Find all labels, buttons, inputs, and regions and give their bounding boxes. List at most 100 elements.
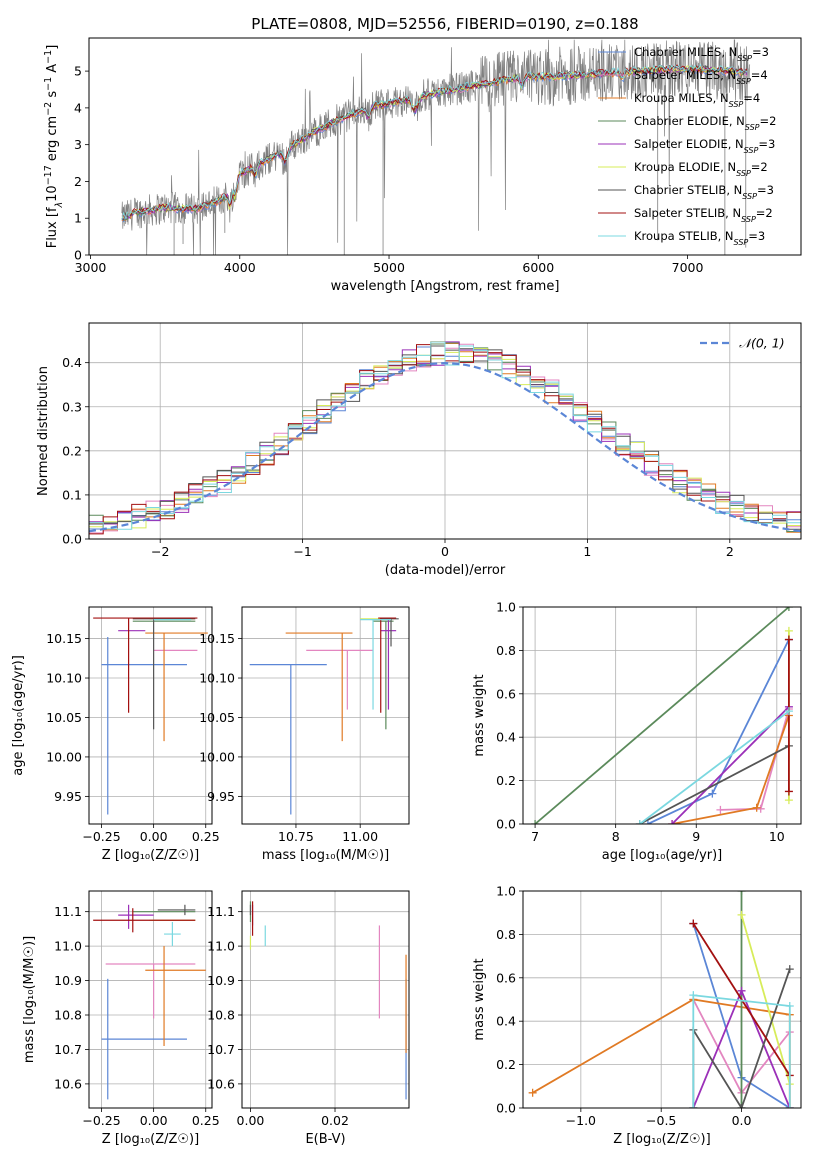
y-tick-label: 11.0 — [54, 939, 82, 954]
y-tick-label: 0.1 — [62, 487, 82, 502]
x-tick-label: 11.00 — [342, 829, 378, 844]
legend-name: Kroupa ELODIE, N — [634, 160, 736, 174]
legend-n: =2 — [760, 114, 777, 128]
y-axis-label: mass weight — [472, 958, 487, 1040]
legend-label: 𝒩(0, 1) — [739, 336, 785, 351]
histogram-kroupa-stelib — [89, 341, 801, 530]
y-tick-label: 11.1 — [54, 904, 82, 919]
y-tick-label: 0.2 — [62, 443, 82, 458]
legend-label: Salpeter ELODIE, NSSP=3 — [634, 137, 775, 155]
x-tick-label: 9 — [692, 829, 700, 844]
y-tick-label: 0.8 — [496, 927, 516, 942]
errorbar-kroupa-miles — [145, 946, 206, 1046]
x-tick-label: 0.25 — [192, 829, 220, 844]
legend-n: =3 — [748, 229, 765, 243]
x-tick-label: 4000 — [224, 260, 256, 275]
x-tick-label: 0.00 — [140, 1113, 168, 1128]
x-axis-label: E(B-V) — [305, 1132, 345, 1147]
legend-sub: SSP — [744, 146, 759, 155]
x-tick-label: −0.5 — [646, 1113, 676, 1128]
y-tick-label: 10.8 — [54, 1008, 82, 1023]
y-tick-label: 11.1 — [207, 904, 235, 919]
x-tick-label: −0.25 — [82, 829, 120, 844]
legend-sub: SSP — [734, 238, 749, 247]
y-axis-label-part: −1 — [43, 50, 54, 64]
legend-n: =4 — [751, 68, 768, 82]
y-axis-label: age [log₁₀(age/yr)] — [11, 655, 26, 776]
chart-mass_vs_EBV: 0.00 0.02 10.6 10.7 10.8 10.9 11.0 11.1 E(B-V) — [207, 890, 410, 1147]
y-tick-label: 10.6 — [207, 1076, 235, 1091]
series-kroupa-stelib — [689, 991, 794, 1108]
x-tick-label: 0.0 — [732, 1113, 752, 1128]
y-tick-label: 0.0 — [496, 817, 516, 832]
plot-area — [523, 891, 801, 1108]
chart-residuals: −2 −1 0 1 2 0.0 0.1 0.2 0.3 0.4 (data-model)/error… — [36, 322, 802, 578]
legend-sub: SSP — [737, 54, 752, 63]
axes-frame — [88, 606, 213, 825]
x-tick-label: 0.00 — [237, 1113, 265, 1128]
y-axis-label-part: 10 — [45, 185, 60, 202]
series-salpeter-miles — [716, 704, 793, 814]
data-point-marker — [528, 1088, 537, 1097]
x-axis-label: Z [log₁₀(Z/Z☉)] — [102, 1132, 199, 1147]
data-point-marker — [784, 635, 793, 644]
plot-area — [89, 323, 801, 539]
legend-name: Chabrier STELIB, N — [634, 183, 742, 197]
legend-name: Kroupa STELIB, N — [634, 229, 734, 243]
y-axis-label-part: λ — [54, 202, 65, 209]
data-point-marker — [668, 820, 677, 824]
y-tick-label: 10.8 — [207, 1008, 235, 1023]
series-line — [740, 914, 791, 1085]
y-tick-label: 0.4 — [496, 1014, 516, 1029]
y-tick-label: 1 — [74, 211, 82, 226]
legend-entry-kroupa-stelib: Kroupa STELIB, NSSP=3 — [598, 229, 765, 247]
y-tick-label: 2 — [74, 174, 82, 189]
series-salpeter-stelib — [784, 635, 793, 796]
data-point-marker — [737, 1104, 746, 1108]
legend-name: Salpeter ELODIE, N — [634, 137, 744, 151]
axes-frame — [522, 890, 802, 1109]
errorbar-salpeter-elodie — [380, 618, 397, 710]
y-tick-label: 10.6 — [54, 1076, 82, 1091]
x-tick-label: 0 — [441, 544, 449, 559]
plot-area — [89, 607, 212, 824]
x-axis-label: Z [log₁₀(Z/Z☉)] — [613, 1132, 710, 1147]
y-tick-label: 1.0 — [496, 600, 516, 615]
axes-frame — [88, 37, 802, 256]
y-axis-label: mass [log₁₀(M/M☉)] — [22, 936, 37, 1063]
series-line — [639, 745, 790, 824]
legend-name: Chabrier ELODIE, N — [634, 114, 745, 128]
x-axis-label: mass [log₁₀(M/M☉)] — [262, 848, 389, 863]
plot-area — [242, 607, 409, 824]
data-point-marker — [785, 965, 794, 974]
y-tick-label: 0.6 — [496, 970, 516, 985]
y-tick-label: 0.6 — [496, 686, 516, 701]
errorbar-chabrier-miles — [101, 636, 187, 815]
series-chabrier-miles — [643, 635, 793, 824]
x-tick-label: −1 — [293, 544, 311, 559]
x-tick-label: 10.75 — [278, 829, 314, 844]
series-kroupa-stelib — [635, 707, 793, 824]
legend-name: Salpeter STELIB, N — [634, 206, 741, 220]
legend-label: Kroupa ELODIE, NSSP=2 — [634, 160, 768, 178]
errorbar-salpeter-stelib — [93, 908, 196, 933]
errorbar-chabrier-stelib — [132, 618, 196, 730]
legend-name: Chabrier MILES, N — [634, 45, 737, 59]
x-axis-label: Z [log₁₀(Z/Z☉)] — [102, 848, 199, 863]
legend-name: Salpeter MILES, N — [634, 68, 736, 82]
chart-age_vs_Z: −0.25 0.00 0.25 9.95 10.00 10.05 10.10 10.15 Z [… — [11, 606, 220, 863]
y-tick-label: 0.2 — [496, 773, 516, 788]
y-tick-label: 10.9 — [207, 973, 235, 988]
axes-frame — [241, 890, 410, 1109]
legend-label: Salpeter STELIB, NSSP=2 — [634, 206, 773, 224]
data-point-marker — [737, 891, 746, 895]
y-axis-label-part: ] — [45, 45, 60, 50]
plot-area — [121, 39, 751, 255]
y-tick-label: 10.00 — [199, 749, 235, 764]
y-tick-label: 0.0 — [62, 532, 82, 547]
legend-label: Kroupa STELIB, NSSP=3 — [634, 229, 765, 247]
errorbar-kroupa-stelib — [164, 922, 181, 947]
legend-entry-salpeter-stelib: Salpeter STELIB, NSSP=2 — [598, 206, 773, 224]
legend-label: Salpeter MILES, NSSP=4 — [634, 68, 768, 86]
